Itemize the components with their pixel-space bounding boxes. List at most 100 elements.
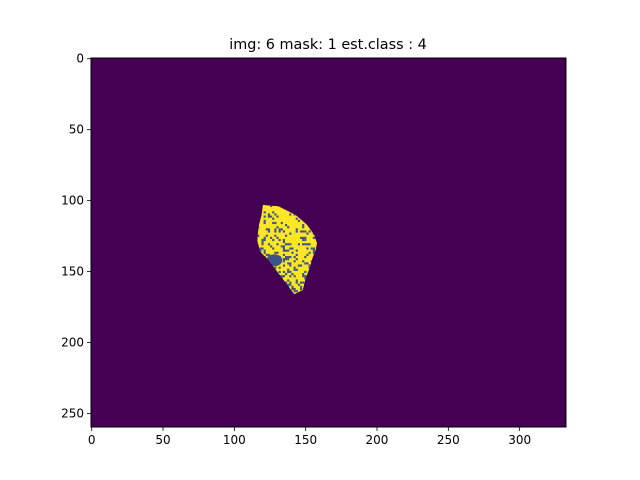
segment-pixel bbox=[299, 285, 303, 288]
segment-pixel bbox=[284, 249, 288, 252]
segment-pixel bbox=[312, 247, 315, 250]
segment-pixel bbox=[261, 238, 264, 242]
segment-pixel bbox=[304, 275, 307, 278]
plot-frame bbox=[90, 57, 567, 428]
segment-pixel bbox=[295, 230, 298, 233]
segment-pixel bbox=[270, 236, 273, 239]
y-axis: 0 50 100 150 200 250 bbox=[61, 52, 91, 421]
segment-pixel bbox=[282, 247, 285, 250]
segment-pixel bbox=[274, 230, 277, 233]
segment-pixel bbox=[302, 260, 305, 263]
segment-pixel bbox=[289, 255, 292, 259]
segment-pixel bbox=[263, 219, 266, 222]
segment-pixel bbox=[278, 266, 281, 269]
segment-pixel bbox=[297, 219, 300, 222]
segment-pixel bbox=[263, 249, 266, 252]
segment-pixel bbox=[263, 251, 266, 254]
segment-pixel bbox=[302, 226, 305, 229]
segment-pixel bbox=[280, 221, 283, 225]
segment-pixel bbox=[295, 281, 298, 284]
segment-pixel bbox=[287, 226, 290, 229]
segment-pixel bbox=[293, 255, 296, 259]
segment-pixel bbox=[306, 247, 309, 250]
segment-pixel bbox=[291, 287, 294, 291]
segment-pixel bbox=[302, 224, 305, 227]
segment-pixel bbox=[304, 238, 307, 242]
segment-pixel bbox=[287, 255, 290, 259]
segment-pixel bbox=[308, 266, 311, 269]
segment-pixel bbox=[302, 281, 305, 284]
segment-pixel bbox=[282, 253, 285, 256]
segment-pixel bbox=[287, 262, 290, 265]
segment-pixel bbox=[278, 238, 281, 242]
segment-pixel bbox=[289, 270, 292, 274]
segment-pixel bbox=[289, 283, 292, 286]
segment-pixel bbox=[261, 247, 264, 250]
segment-pixel bbox=[280, 245, 283, 248]
segment-pixel bbox=[278, 270, 281, 274]
segment-pixel bbox=[287, 279, 290, 282]
segment-pixel bbox=[274, 234, 277, 237]
segment-pixel bbox=[284, 224, 288, 227]
segment-pixel bbox=[289, 243, 292, 246]
segment-pixel bbox=[291, 247, 294, 250]
segment-pixel bbox=[295, 253, 298, 256]
segment-pixel bbox=[287, 283, 290, 286]
segment-pixel bbox=[274, 228, 277, 231]
segment-pixel bbox=[289, 247, 292, 250]
segment-pixel bbox=[270, 245, 273, 248]
segment-pixel bbox=[308, 264, 311, 267]
segment-pixel bbox=[295, 217, 298, 220]
segment-pixel bbox=[276, 251, 279, 254]
segment-pixel bbox=[267, 228, 271, 231]
segment-pixel bbox=[267, 253, 271, 256]
segment-pixel bbox=[295, 228, 298, 231]
segment-pixel bbox=[295, 249, 298, 252]
chart-title: img: 6 mask: 1 est.class : 4 bbox=[229, 37, 427, 53]
segment-pixel bbox=[274, 266, 277, 269]
segment-pixel bbox=[263, 236, 266, 239]
segment-pixel bbox=[293, 275, 296, 278]
segment-pixel bbox=[265, 253, 268, 256]
segment-pixel bbox=[299, 287, 303, 291]
segment-pixel bbox=[272, 211, 275, 214]
segment-pixel bbox=[265, 228, 268, 231]
segment-pixel bbox=[263, 221, 266, 225]
segment-pixel bbox=[297, 243, 300, 246]
segment-pixel bbox=[263, 215, 266, 218]
y-tick-label: 0 bbox=[76, 52, 84, 66]
segment-pixel bbox=[295, 258, 298, 261]
segment-pixel bbox=[276, 226, 279, 229]
segment-pixel bbox=[272, 221, 275, 225]
segment-pixel bbox=[287, 268, 290, 271]
segment-pixel bbox=[282, 275, 285, 278]
segment-pixel bbox=[272, 217, 275, 220]
segment-pixel bbox=[282, 249, 285, 252]
segment-pixel bbox=[284, 255, 288, 259]
segment-pixel bbox=[299, 281, 303, 284]
segment-pixel bbox=[282, 260, 285, 263]
x-tick-label: 200 bbox=[366, 433, 389, 447]
segment-pixel bbox=[304, 270, 307, 274]
segment-pixel bbox=[297, 264, 300, 267]
segment-pixel bbox=[304, 255, 307, 259]
segment-pixel bbox=[299, 230, 303, 233]
segment-pixel bbox=[304, 230, 307, 233]
segment-pixel bbox=[293, 287, 296, 291]
segment-pixel bbox=[304, 243, 307, 246]
segment-pixel bbox=[289, 262, 292, 265]
segment-pixel bbox=[278, 230, 281, 233]
segment-pixel bbox=[299, 264, 303, 267]
segment-pixel bbox=[289, 264, 292, 267]
segment-pixel bbox=[282, 241, 285, 244]
segment-pixel bbox=[304, 277, 307, 280]
segment-pixel bbox=[302, 275, 305, 278]
segment-pixel bbox=[284, 243, 288, 246]
segment-pixel bbox=[272, 247, 275, 250]
segment-pixel bbox=[293, 266, 296, 269]
segment-pixel bbox=[306, 253, 309, 256]
segment-pixel bbox=[270, 215, 273, 218]
segment-pixel bbox=[284, 273, 288, 276]
segment-pixel bbox=[289, 281, 292, 284]
